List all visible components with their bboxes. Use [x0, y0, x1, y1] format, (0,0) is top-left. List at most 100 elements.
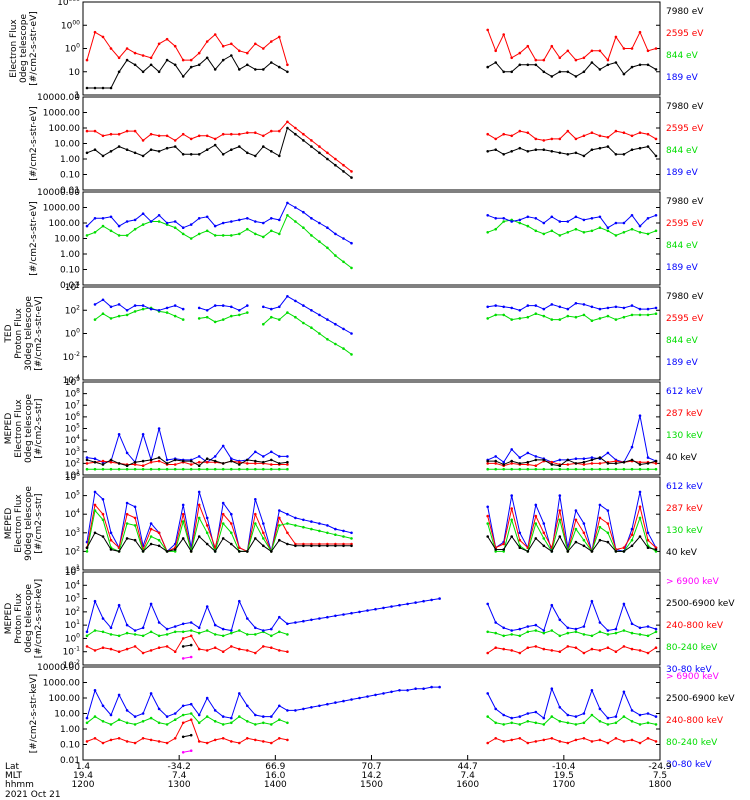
y-tick-exponent: 4 — [76, 281, 80, 288]
series-trace — [183, 750, 192, 753]
legend-entry: 40 keV — [666, 453, 698, 463]
legend-entry: 2595 eV — [666, 219, 704, 229]
legend-entry: 844 eV — [666, 51, 699, 61]
series-trace — [487, 61, 657, 77]
x-tick-hhmm: 1500 — [360, 780, 383, 790]
y-tick-exponent: 1 — [76, 564, 80, 571]
x-tick-lat: 1.4 — [76, 762, 91, 772]
panel-frame — [82, 666, 661, 761]
legend-entry: 189 eV — [666, 358, 699, 368]
y-tick-label: 1000.00 — [43, 204, 80, 214]
y-tick-label: 0.10 — [60, 266, 80, 276]
legend-entry: 612 keV — [666, 387, 703, 397]
data-point — [286, 650, 289, 653]
series-trace — [183, 734, 192, 738]
y-tick-label: 1.00 — [60, 725, 80, 735]
y-tick-label: 101 — [65, 619, 80, 631]
y-axis-label: [#/cm2-s-str-eV] — [29, 201, 39, 276]
legend-entry: 30-80 keV — [666, 665, 712, 675]
series-189-ev — [85, 201, 658, 245]
panel-frame — [82, 476, 661, 571]
series-2500-6900-kev — [181, 733, 193, 739]
legend-entry: 130 keV — [666, 526, 703, 536]
y-tick-exponent: 3 — [76, 527, 80, 534]
y-tick-exponent: 0 — [76, 632, 80, 639]
y-tick-label: 106 — [65, 411, 80, 423]
series-2595-ev — [85, 28, 658, 67]
data-point — [286, 460, 289, 464]
panel-frame — [82, 96, 661, 191]
y-axis-label: Proton Flux — [14, 593, 24, 644]
series-trace — [487, 714, 657, 725]
legend-entry: 130 keV — [666, 431, 703, 441]
panel-frame — [82, 191, 661, 286]
series-trace — [487, 214, 657, 229]
y-tick-label: 105 — [65, 490, 80, 502]
y-tick-label: 1 — [74, 91, 80, 101]
series-trace — [87, 121, 352, 172]
series-240-800-kev — [85, 718, 658, 745]
y-tick-label: 104 — [65, 579, 80, 591]
series-trace — [487, 629, 657, 637]
y-axis-label: 0deg telescope — [24, 584, 34, 654]
y-tick-exponent: 0 — [76, 43, 80, 50]
y-tick-label: 10 — [69, 68, 81, 78]
legend-entry: 80-240 keV — [666, 643, 718, 653]
series-trace — [86, 635, 288, 654]
y-tick-label: 10-1 — [63, 646, 81, 658]
y-tick-label: 108 — [65, 388, 80, 400]
y-tick-exponent: -4 — [74, 374, 80, 381]
y-tick-exponent: 6 — [76, 471, 80, 478]
y-tick-label: 104 — [65, 434, 80, 446]
y-axis-label: MEPED — [4, 603, 14, 635]
y-axis-label: Electron Flux — [14, 494, 24, 553]
x-tick-lat: 70.7 — [361, 762, 381, 772]
x-tick-lat: -34.2 — [168, 762, 191, 772]
legend-entry: 40 keV — [666, 548, 698, 558]
legend-entry: 287 keV — [666, 504, 703, 514]
y-tick-exponent: 4 — [76, 434, 80, 441]
series-trace — [86, 719, 288, 744]
y-tick-exponent: 1 — [76, 619, 80, 626]
y-tick-label: 105 — [65, 566, 80, 578]
series-trace — [262, 311, 352, 355]
x-tick-lat: 66.9 — [265, 762, 285, 772]
legend-entry: 2500-6900 keV — [666, 694, 735, 704]
y-tick-label: 100 — [65, 43, 80, 55]
y-axis-label: [#/cm2-s-str] — [34, 398, 44, 458]
panel-3: 0.01 0.10 1.00 10.00 100.00 1000.00 10000.00 [#… — [29, 188, 704, 291]
legend-entry: 612 keV — [666, 482, 703, 492]
series-2595-ev — [85, 120, 658, 173]
y-tick-label: 107 — [65, 399, 80, 411]
y-axis-label: [#/cm2-s-str-keV] — [29, 674, 39, 753]
y-tick-label: 105 — [65, 423, 80, 435]
series-130-kev — [85, 467, 658, 471]
x-tick-mlt: 7.4 — [172, 771, 187, 781]
date-label: 2021 Oct 21 — [5, 790, 61, 800]
y-tick-exponent: 0 — [76, 328, 80, 335]
y-tick-exponent: 7 — [76, 399, 80, 406]
series-80-240-kev — [85, 712, 658, 726]
y-tick-label: 100.00 — [49, 124, 81, 134]
series-trace — [487, 535, 657, 553]
y-tick-label: 103 — [65, 527, 80, 539]
series-189-ev — [93, 295, 658, 335]
series-trace — [487, 460, 657, 467]
x-tick-lat: -10.4 — [552, 762, 576, 772]
row-label-lat: Lat — [5, 762, 20, 772]
series-30-80-kev — [85, 597, 658, 634]
legend-entry: 7980 eV — [666, 292, 704, 302]
series-trace — [487, 516, 657, 554]
y-tick-label: 10000.00 — [37, 93, 80, 103]
legend-entry: 189 eV — [666, 73, 699, 83]
y-tick-exponent: 000 — [69, 0, 81, 3]
series-7980-ev — [85, 54, 658, 90]
y-tick-label: 102 — [65, 457, 80, 469]
y-tick-label: 0.01 — [60, 281, 80, 291]
data-point — [85, 462, 89, 465]
series-trace — [86, 31, 288, 65]
y-tick-label: 103 — [65, 593, 80, 605]
series-287-kev — [85, 459, 658, 468]
